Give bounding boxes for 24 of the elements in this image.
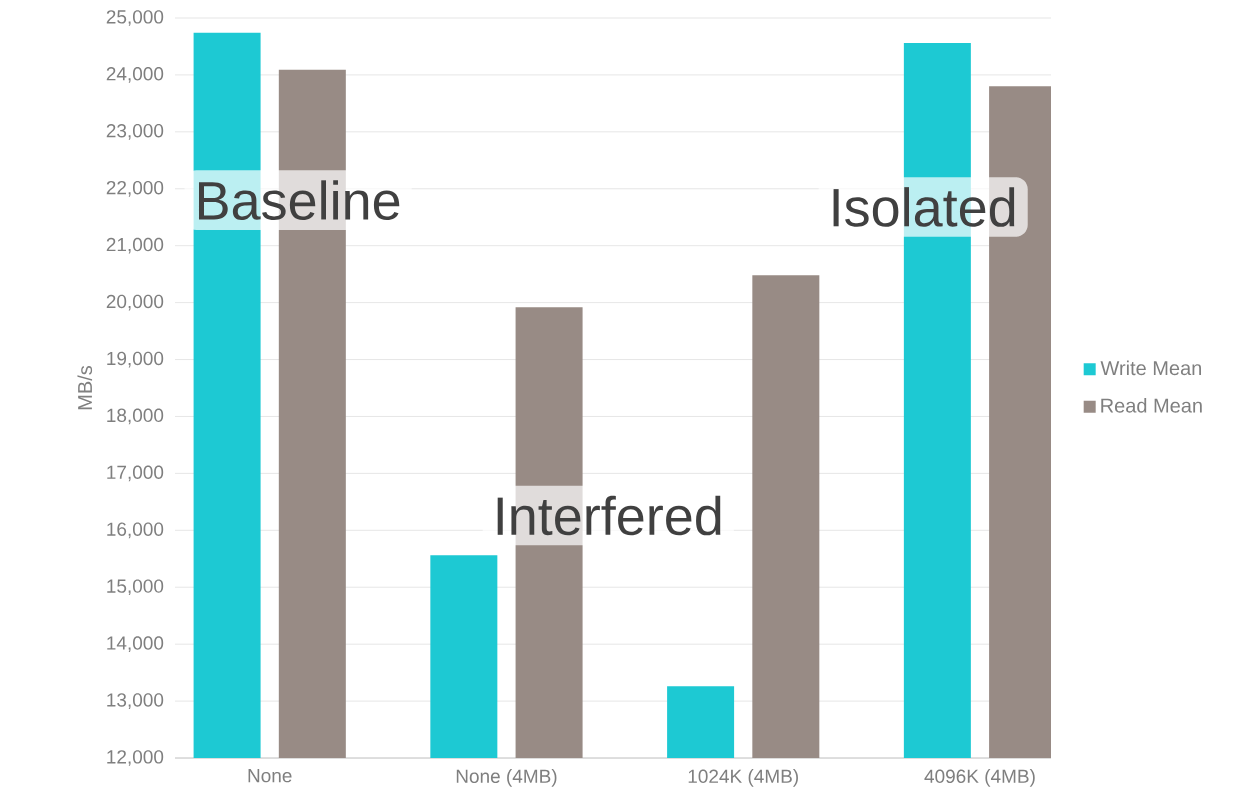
x-tick-label: 1024K (4MB) — [688, 769, 798, 787]
x-tick-label: None — [248, 769, 292, 783]
y-tick-label: 21,000 — [106, 237, 164, 254]
legend-label: Write Mean — [1100, 360, 1201, 376]
y-tick-label: 15,000 — [107, 579, 164, 596]
y-tick-label: 24,000 — [106, 67, 164, 83]
annotation: Interfered — [497, 495, 721, 536]
annotation: Baseline — [198, 180, 400, 220]
y-tick-label: 23,000 — [106, 124, 164, 140]
y-axis-title: MB/s — [77, 365, 93, 410]
y-tick-label: 22,000 — [106, 180, 164, 197]
y-tick-label: 14,000 — [107, 636, 164, 653]
y-tick-label: 17,000 — [107, 465, 164, 482]
y-tick-label: 25,000 — [106, 10, 164, 26]
y-tick-label: 12,000 — [107, 750, 164, 766]
y-tick-label: 16,000 — [107, 522, 164, 539]
y-tick-label: 19,000 — [107, 351, 164, 368]
x-tick-label: None (4MB) — [456, 769, 557, 787]
y-tick-label: 13,000 — [107, 693, 164, 709]
legend-label: Read Mean — [1101, 398, 1202, 413]
y-tick-label: 20,000 — [106, 294, 164, 311]
annotation: Isolated — [833, 187, 1015, 227]
y-tick-label: 18,000 — [107, 408, 164, 425]
x-tick-label: 4096K (4MB) — [924, 769, 1035, 787]
